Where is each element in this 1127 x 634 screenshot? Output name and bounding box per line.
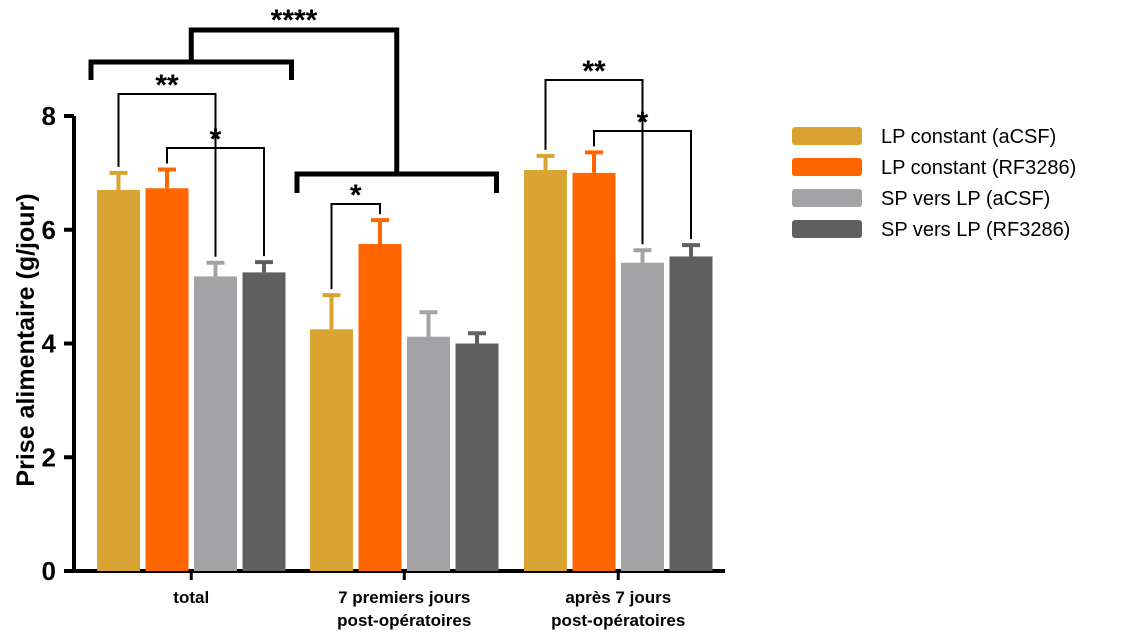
bracket-total-RF3286 [166,147,265,257]
bracket-apres-RF3286 [593,130,692,240]
bar [455,343,499,571]
bar [358,243,402,571]
bracket-apres-aCSF [544,79,644,245]
bar [572,172,616,571]
y-tick-label: 2 [42,442,56,472]
x-tick-label: post-opératoires [551,611,685,630]
y-tick-label: 0 [42,556,56,586]
significance-label: * [350,179,362,212]
significance-label: * [210,123,222,156]
bracket-total-aCSF [117,93,217,257]
x-tick-label: 7 premiers jours [338,588,470,607]
bar [310,329,353,571]
y-axis-label: Prise alimentaire (g/jour) [12,193,40,486]
legend-swatch [792,189,862,207]
bars [97,150,713,571]
y-tick-label: 8 [42,101,56,131]
group-bracket-7-premiers [294,171,499,193]
bar [97,189,140,571]
significance-label: **** [271,4,318,37]
significance-label: ** [155,69,179,102]
legend-swatch [792,127,862,145]
legend-label: LP constant (aCSF) [881,126,1056,148]
x-tick-label: total [173,588,209,607]
legend-label: SP vers LP (RF3286) [881,219,1070,241]
bar [524,170,567,571]
x-tick-label: post-opératoires [337,611,471,630]
legend-label: SP vers LP (aCSF) [881,188,1050,210]
legend: LP constant (aCSF) LP constant (RF3286) SP… [792,126,1076,241]
bar [407,336,450,571]
significance-annotations: *********** [88,4,692,290]
bar [145,188,189,571]
significance-label: * [637,106,649,139]
bracket-between-groups [188,27,400,174]
legend-swatch [792,158,862,176]
bracket-7-premiers [330,203,381,290]
y-tick-label: 6 [42,215,56,245]
bar [669,256,713,571]
group-bracket-total [88,59,294,80]
legend-label: LP constant (RF3286) [881,157,1076,179]
bar [621,262,664,571]
bar [194,276,237,571]
y-tick-label: 4 [42,329,57,359]
x-tick-label: après 7 jours [565,588,671,607]
bar [242,272,286,571]
legend-swatch [792,220,862,238]
significance-label: ** [582,55,606,88]
